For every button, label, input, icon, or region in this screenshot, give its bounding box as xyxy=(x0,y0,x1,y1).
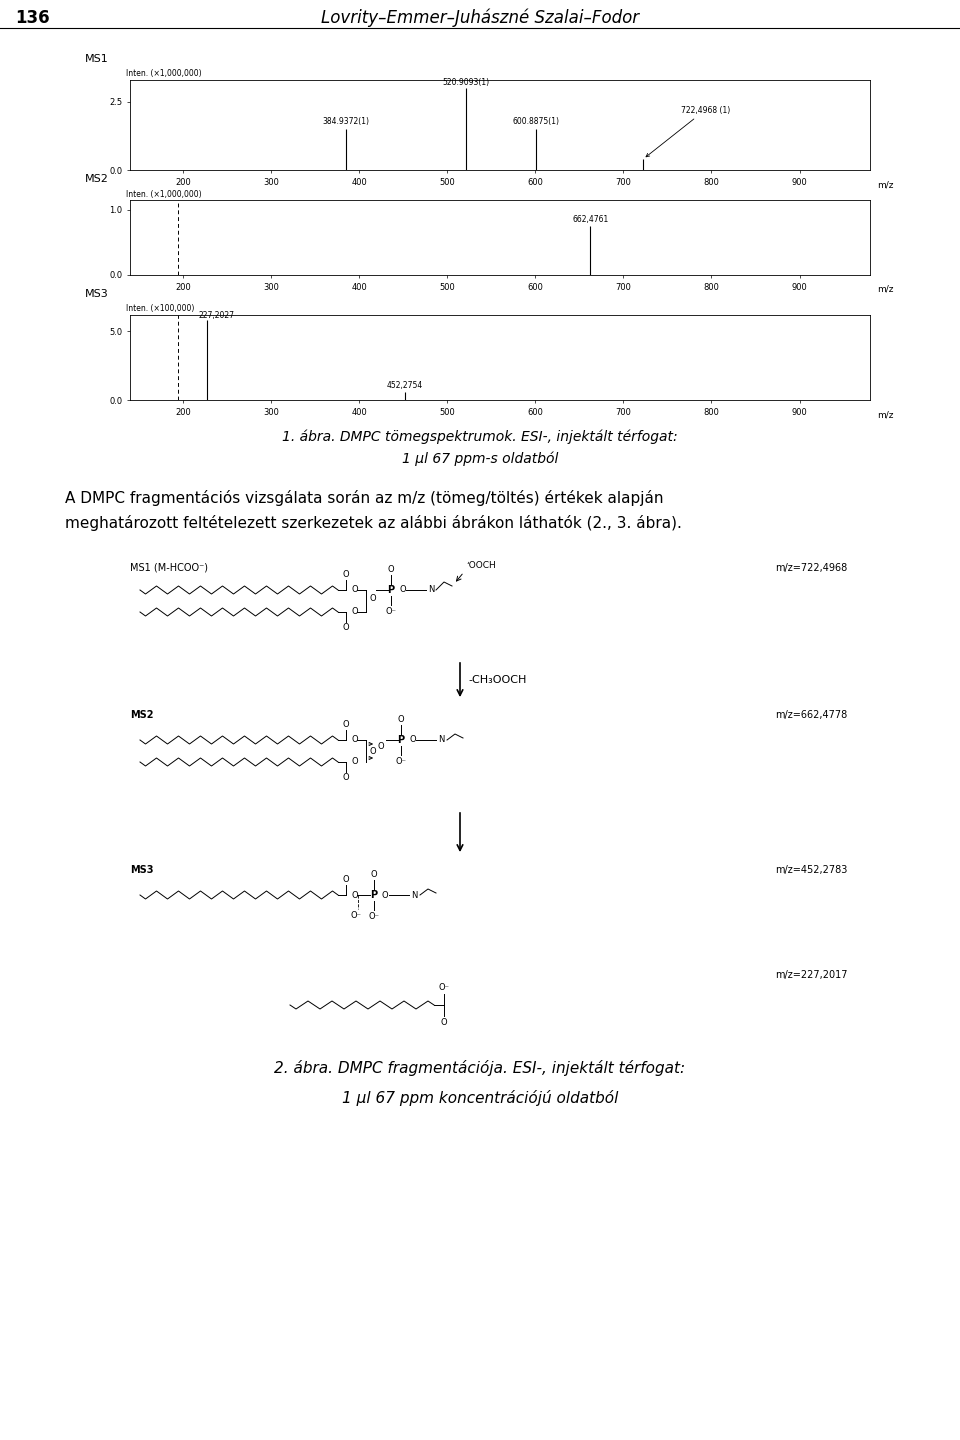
Text: 1 μl 67 ppm-s oldatból: 1 μl 67 ppm-s oldatból xyxy=(402,452,558,467)
Text: Lovrity–Emmer–Juhászné Szalai–Fodor: Lovrity–Emmer–Juhászné Szalai–Fodor xyxy=(321,9,639,27)
Text: N: N xyxy=(428,586,434,595)
Text: MS2: MS2 xyxy=(85,174,108,184)
Text: Inten. (×1,000,000): Inten. (×1,000,000) xyxy=(127,190,202,199)
Text: MS3: MS3 xyxy=(85,289,108,300)
Text: O⁻: O⁻ xyxy=(369,912,379,922)
Text: O: O xyxy=(351,736,358,744)
Text: 600.8875(1): 600.8875(1) xyxy=(513,117,560,125)
Text: m/z=722,4968: m/z=722,4968 xyxy=(775,563,848,573)
Text: O: O xyxy=(378,742,385,752)
Text: O: O xyxy=(397,716,404,724)
Text: O: O xyxy=(343,876,349,884)
Text: N: N xyxy=(438,736,444,744)
Text: 1 μl 67 ppm koncentrációjú oldatból: 1 μl 67 ppm koncentrációjú oldatból xyxy=(342,1090,618,1106)
Text: O: O xyxy=(343,720,349,729)
Text: Inten. (×1,000,000): Inten. (×1,000,000) xyxy=(127,69,202,78)
Text: P: P xyxy=(371,890,377,900)
Text: 662,4761: 662,4761 xyxy=(572,215,609,225)
Text: MS1 (M-HCOO⁻): MS1 (M-HCOO⁻) xyxy=(130,563,208,573)
Text: O: O xyxy=(343,773,349,782)
Text: meghatározott feltételezett szerkezetek az alábbi ábrákon láthatók (2., 3. ábra): meghatározott feltételezett szerkezetek … xyxy=(65,516,682,531)
Text: m/z: m/z xyxy=(877,284,894,292)
Text: 452,2754: 452,2754 xyxy=(387,382,423,390)
Text: 136: 136 xyxy=(15,9,50,27)
Text: 384.9372(1): 384.9372(1) xyxy=(323,117,370,125)
Text: O: O xyxy=(343,570,349,579)
Text: A DMPC fragmentációs vizsgálata során az m/z (tömeg/töltés) értékek alapján: A DMPC fragmentációs vizsgálata során az… xyxy=(65,490,663,505)
Text: 227,2027: 227,2027 xyxy=(199,311,234,320)
Text: MS2: MS2 xyxy=(130,710,154,720)
Text: MS1: MS1 xyxy=(85,53,108,63)
Text: O: O xyxy=(351,608,358,616)
Text: 520.9093(1): 520.9093(1) xyxy=(442,78,490,86)
Text: m/z=662,4778: m/z=662,4778 xyxy=(775,710,848,720)
Text: O: O xyxy=(369,746,375,756)
Text: O: O xyxy=(351,757,358,766)
Text: O⁻: O⁻ xyxy=(350,912,362,920)
Text: m/z: m/z xyxy=(877,181,894,190)
Text: O⁻: O⁻ xyxy=(386,608,396,616)
Text: P: P xyxy=(388,585,395,595)
Text: -CH₃OOCH: -CH₃OOCH xyxy=(468,675,526,685)
Text: m/z: m/z xyxy=(877,410,894,419)
Text: 1. ábra. DMPC tömegspektrumok. ESI-, injektált térfogat:: 1. ábra. DMPC tömegspektrumok. ESI-, inj… xyxy=(282,431,678,445)
Text: O: O xyxy=(371,870,377,878)
Text: O: O xyxy=(409,736,416,744)
Text: O: O xyxy=(441,1018,447,1027)
Text: O: O xyxy=(351,586,358,595)
Text: MS3: MS3 xyxy=(130,865,154,876)
Text: O: O xyxy=(343,624,349,632)
Text: O⁻: O⁻ xyxy=(396,757,406,766)
Text: O: O xyxy=(351,890,358,900)
Text: P: P xyxy=(397,734,404,744)
Text: O: O xyxy=(399,586,406,595)
Text: O: O xyxy=(382,890,389,900)
Text: O: O xyxy=(388,564,395,575)
Text: m/z=227,2017: m/z=227,2017 xyxy=(775,971,848,981)
Text: 2. ábra. DMPC fragmentációja. ESI-, injektált térfogat:: 2. ábra. DMPC fragmentációja. ESI-, inje… xyxy=(275,1060,685,1076)
Text: m/z=452,2783: m/z=452,2783 xyxy=(775,865,848,876)
Text: ʻOOCH: ʻOOCH xyxy=(466,562,495,570)
Text: Inten. (×100,000): Inten. (×100,000) xyxy=(127,304,195,314)
Text: O⁻: O⁻ xyxy=(439,984,449,992)
Text: O: O xyxy=(369,593,375,603)
Text: N: N xyxy=(411,890,418,900)
Text: 722,4968 (1): 722,4968 (1) xyxy=(646,105,730,157)
